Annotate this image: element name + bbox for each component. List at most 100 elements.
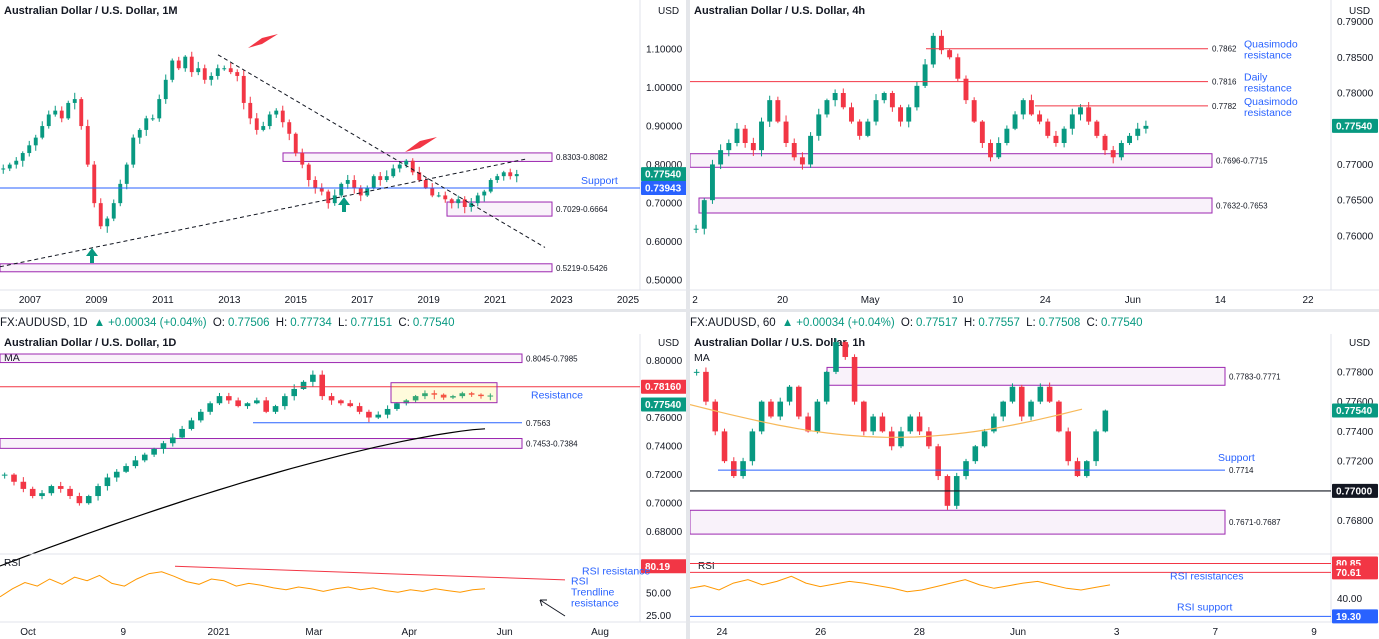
candle-body — [721, 431, 728, 462]
candle-body — [375, 414, 382, 418]
x-tick-label: Apr — [402, 627, 418, 638]
chart-4h[interactable]: Australian Dollar / U.S. Dollar, 4h USD0.… — [690, 0, 1379, 309]
candle-body — [750, 143, 756, 151]
candle-body — [310, 374, 316, 382]
candle-body — [228, 68, 233, 73]
symbol-label: FX:AUDUSD, 1D — [0, 317, 88, 329]
candle-body — [137, 129, 142, 138]
candle-body — [1046, 386, 1053, 402]
candle-body — [113, 471, 120, 478]
x-tick-label: Jun — [1125, 295, 1141, 306]
panel-daily[interactable]: FX:AUDUSD, 1D ▲ +0.00034 (+0.04%) O: 0.775… — [0, 312, 686, 639]
candle-body — [131, 137, 136, 165]
panel-monthly[interactable]: Australian Dollar / U.S. Dollar, 1M USD 1.… — [0, 0, 686, 309]
chart-daily[interactable]: Australian Dollar / U.S. Dollar, 1D MA USD… — [0, 334, 686, 639]
x-tick-label: 2025 — [617, 295, 640, 306]
candle-body — [972, 446, 979, 462]
candle-body — [1127, 135, 1133, 143]
candle-body — [449, 199, 454, 204]
candle-body — [235, 400, 241, 407]
y-tick-label: 0.70000 — [646, 199, 683, 210]
candle-body — [1118, 143, 1124, 158]
moving-average-line — [0, 428, 486, 567]
rsi-level-tag: 80.19 — [645, 562, 670, 573]
candle-body — [394, 403, 400, 409]
x-tick-label: 2013 — [218, 295, 241, 306]
candle-body — [132, 460, 139, 467]
resistance-value: 0.7782 — [1212, 102, 1237, 111]
zone-box — [0, 263, 553, 273]
panel-hourly[interactable]: FX:AUDUSD, 60 ▲ +0.00034 (+0.04%) O: 0.775… — [690, 312, 1379, 639]
x-tick-label: 9 — [1311, 627, 1317, 638]
candle-body — [151, 448, 157, 455]
candle-body — [749, 431, 756, 462]
y-tick-label: 0.77200 — [1337, 457, 1374, 468]
candle-body — [833, 342, 839, 372]
candle-body — [366, 411, 372, 418]
chart-title: Australian Dollar / U.S. Dollar, 1h — [694, 337, 865, 349]
candle-body — [1037, 386, 1044, 402]
candle-body — [823, 371, 830, 402]
candle-body — [105, 218, 110, 227]
candle-body — [124, 164, 129, 184]
candle-body — [888, 431, 895, 447]
candle-body — [235, 72, 240, 76]
candle-body — [79, 99, 84, 127]
x-tick-label: 2021 — [208, 627, 231, 638]
candle-body — [775, 100, 781, 122]
candle-body — [712, 401, 719, 432]
candle-body — [20, 153, 25, 161]
candle-body — [33, 137, 38, 146]
rsi-line — [690, 575, 1111, 593]
candle-body — [1135, 128, 1141, 136]
candle-body — [57, 486, 64, 489]
chart-monthly[interactable]: Australian Dollar / U.S. Dollar, 1M USD 1.… — [0, 0, 686, 309]
y-tick-label: 0.68000 — [646, 527, 683, 538]
candle-body — [475, 195, 480, 204]
last-price-tag-bg — [641, 397, 686, 412]
candle-body — [160, 443, 167, 449]
candle-body — [487, 395, 494, 397]
moving-average-line — [690, 404, 1083, 438]
currency-label: USD — [658, 6, 679, 17]
candle-body — [805, 416, 811, 432]
candle-body — [1074, 461, 1081, 477]
y-tick-label: 0.77600 — [1337, 397, 1374, 408]
x-tick-label: 26 — [815, 627, 827, 638]
candle-body — [189, 56, 194, 73]
panel-4h[interactable]: Australian Dollar / U.S. Dollar, 4h USD 0.… — [690, 0, 1379, 309]
candle-body — [20, 481, 27, 489]
y-tick-label: 0.77800 — [1337, 367, 1374, 378]
candle-body — [963, 461, 969, 477]
chart-hourly[interactable]: Australian Dollar / U.S. Dollar, 1h MA USD… — [690, 334, 1379, 639]
x-tick-label: 28 — [914, 627, 926, 638]
candle-body — [1000, 401, 1006, 417]
candle-body — [1004, 128, 1010, 143]
zone-label: 0.7696-0.7715 — [1216, 157, 1268, 166]
candle-body — [267, 114, 272, 127]
candle-body — [873, 100, 879, 122]
candle-body — [72, 99, 77, 103]
candle-body — [417, 172, 422, 181]
zone-box — [690, 153, 1213, 168]
low-value: 0.77151 — [350, 317, 393, 329]
candle-body — [241, 75, 246, 103]
candle-body — [947, 50, 953, 58]
candle-body — [1045, 121, 1051, 136]
candle-body — [832, 93, 838, 101]
candle-body — [501, 172, 506, 177]
candle-body — [759, 121, 764, 151]
candle-body — [1094, 121, 1100, 136]
x-tick-label: 3 — [1114, 627, 1120, 638]
candle-body — [92, 164, 97, 204]
candle-body — [703, 371, 709, 402]
x-tick-label: 2019 — [418, 295, 441, 306]
candle-body — [347, 403, 354, 407]
candle-body — [291, 388, 297, 397]
candle-body — [403, 400, 410, 404]
candle-body — [384, 176, 389, 181]
candle-body — [709, 164, 715, 201]
candle-body — [808, 135, 814, 165]
x-tick-label: 20 — [777, 295, 789, 306]
candle-body — [328, 396, 335, 401]
